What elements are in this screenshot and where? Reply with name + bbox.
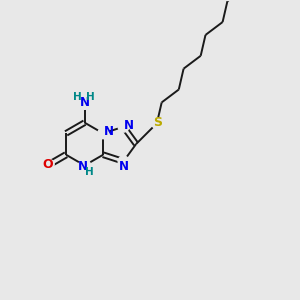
Text: N: N: [78, 160, 88, 172]
Circle shape: [98, 128, 109, 139]
Text: N: N: [119, 160, 129, 173]
Circle shape: [118, 122, 129, 132]
Text: N: N: [103, 125, 113, 138]
Text: H: H: [73, 92, 82, 103]
Circle shape: [118, 156, 129, 167]
Circle shape: [79, 160, 91, 171]
Text: O: O: [43, 158, 53, 171]
Text: N: N: [124, 119, 134, 132]
Text: H: H: [85, 167, 93, 177]
Circle shape: [45, 160, 54, 169]
Text: S: S: [153, 116, 162, 129]
Circle shape: [77, 94, 92, 109]
Text: N: N: [80, 96, 90, 109]
Circle shape: [152, 118, 162, 129]
Text: H: H: [85, 92, 94, 103]
